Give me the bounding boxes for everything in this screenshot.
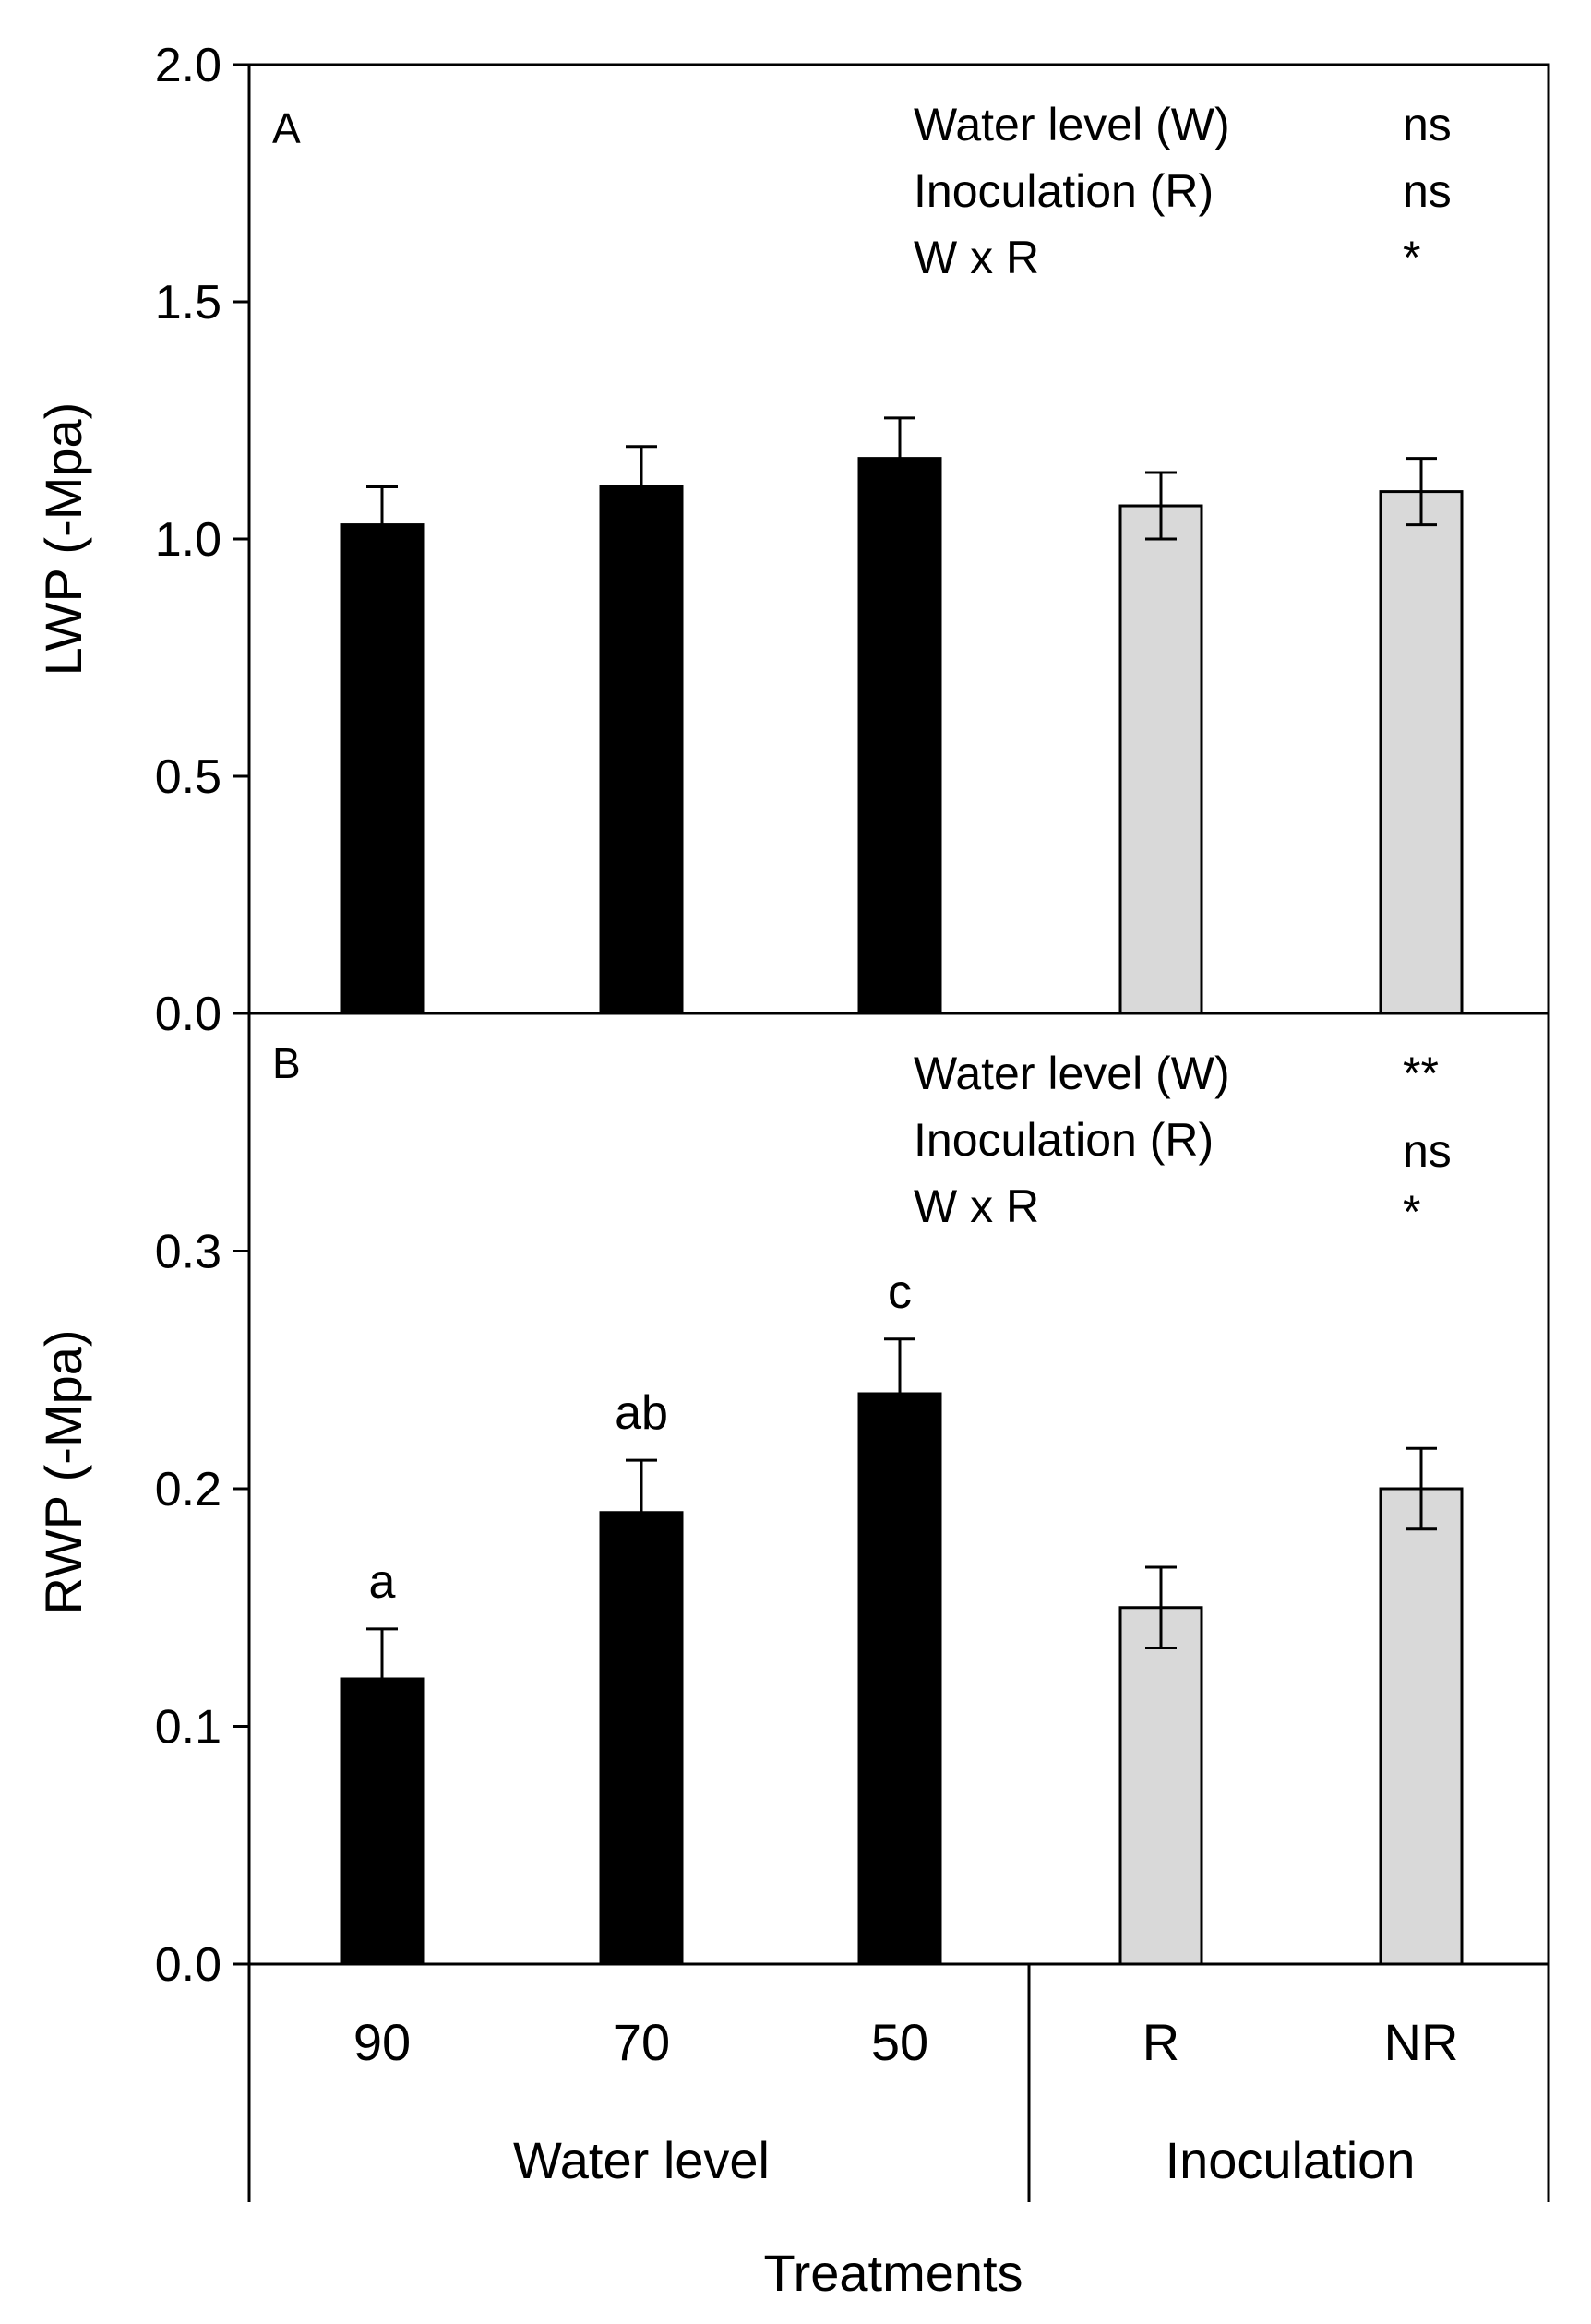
panel-b-bars: a ab c [340,1265,1464,1966]
x-tick-label-70: 70 [613,2013,670,2071]
panel-a-y-ticks: 0.0 0.5 1.0 1.5 2.0 [155,39,249,1041]
x-group-label-inoculation: Inoculation [1166,2131,1416,2189]
panel-b-error-bar-nr [1406,1446,1437,1531]
panel-a-stat-sig-1: ns [1403,99,1452,150]
panel-b-sig-letter-90: a [369,1555,396,1609]
panel-b-error-bar-r [1145,1565,1177,1650]
panel-b-stat-sig-1: ** [1403,1048,1439,1099]
panel-a-error-bar-90 [366,485,398,565]
panel-a-y-tick-label: 1.0 [155,513,221,567]
panel-a-stat-term-2: Inoculation (R) [914,165,1214,217]
panel-b-error-bar-70 [626,1458,657,1566]
panel-a-y-tick-label: 0.0 [155,988,221,1041]
panel-a-label: A [272,104,301,152]
panel-a-error-bar-50 [884,416,915,500]
panel-b-bar-nr [1379,1487,1464,1966]
panel-b-bar-50 [857,1392,942,1966]
panel-a-stat-sig-3: * [1403,232,1420,283]
panel-a-bar-50 [857,457,942,1015]
panel-a-stat-sig-2: ns [1403,165,1452,217]
panel-b-stat-term-3: W x R [914,1180,1039,1232]
panel-b-y-tick-label: 0.1 [155,1701,221,1755]
panel-b-y-tick-label: 0.3 [155,1226,221,1279]
panel-a-bar-70 [599,485,684,1015]
x-tick-label-50: 50 [871,2013,928,2071]
panel-a: 0.0 0.5 1.0 1.5 2.0 A LWP (-Mpa) Water level… [34,39,1550,1041]
panel-a-y-tick-label: 1.5 [155,276,221,329]
panel-b-y-tick-label: 0.0 [155,1938,221,1992]
panel-b-y-ticks: 0.0 0.1 0.2 0.3 [155,1226,249,1992]
panel-a-error-bar-r [1145,471,1177,541]
panel-b-stat-term-2: Inoculation (R) [914,1114,1214,1166]
panel-b-y-tick-label: 0.2 [155,1463,221,1516]
panel-a-bar-r [1118,504,1203,1015]
panel-a-stat-term-1: Water level (W) [914,99,1230,150]
panel-a-bar-nr [1379,490,1464,1015]
panel-a-stat-term-3: W x R [914,232,1039,283]
panel-b-error-bar-90 [366,1627,398,1731]
panel-b-stat-sig-2: ns [1403,1125,1452,1177]
panel-b-stat-sig-3: * [1403,1186,1420,1238]
panel-a-ylabel: LWP (-Mpa) [34,402,92,677]
panel-a-error-bar-70 [626,445,657,529]
panel-b-label: B [272,1039,301,1087]
panel-b-ylabel: RWP (-Mpa) [34,1329,92,1614]
panel-b: 0.0 0.1 0.2 0.3 a ab c B RWP (-Mpa) Water lev… [34,1012,1550,1992]
x-group-label-water-level: Water level [513,2131,770,2189]
x-tick-label-90: 90 [353,2013,411,2071]
panel-b-stat-term-1: Water level (W) [914,1048,1230,1099]
panel-b-bar-r [1118,1606,1203,1966]
panel-a-bar-90 [340,523,425,1015]
panel-a-error-bar-nr [1406,457,1437,527]
panel-b-sig-letter-70: ab [615,1386,668,1440]
x-axis-title: Treatments [763,2244,1023,2302]
panel-b-sig-letter-50: c [888,1265,912,1319]
panel-a-bars [340,416,1464,1015]
panel-a-y-tick-label: 2.0 [155,39,221,92]
x-tick-label-r: R [1142,2013,1179,2071]
x-axis: 90 70 50 R NR Water level Inoculation Tr… [247,1964,1550,2302]
panel-a-stats: Water level (W) ns Inoculation (R) ns W … [914,99,1452,283]
panel-b-bar-70 [599,1511,684,1966]
panel-a-y-tick-label: 0.5 [155,750,221,804]
x-tick-label-nr: NR [1384,2013,1459,2071]
panel-b-stats: Water level (W) ** Inoculation (R) ns W … [914,1048,1452,1238]
panel-b-error-bar-50 [884,1337,915,1450]
